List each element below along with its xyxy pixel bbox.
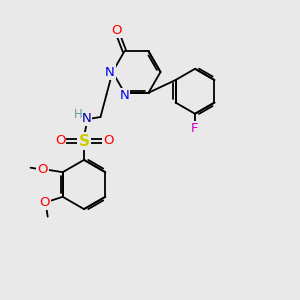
Text: F: F [191, 122, 199, 135]
Text: N: N [105, 65, 115, 79]
Text: O: O [39, 196, 50, 209]
Text: O: O [55, 134, 65, 148]
Text: O: O [37, 163, 48, 176]
Text: N: N [82, 112, 91, 125]
Text: S: S [79, 134, 89, 148]
Text: O: O [112, 24, 122, 37]
Text: O: O [103, 134, 113, 148]
Text: N: N [120, 89, 129, 102]
Text: H: H [74, 108, 82, 122]
